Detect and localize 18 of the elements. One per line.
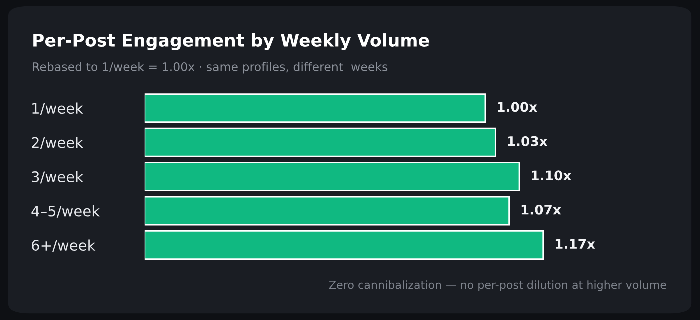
data-label: 1.00x [498,102,538,112]
data-label: 1.07x [522,204,562,215]
y-tick-label: 1/week [32,102,84,116]
y-tick-label: 4–5/week [32,206,100,218]
data-label: 1.03x [508,136,548,146]
chart-title: Per-Post Engagement by Weekly Volume [34,34,430,50]
data-label: 1.17x [556,239,596,249]
bar [144,230,544,260]
chart-subtitle: Rebased to 1/week = 1.00x · same profiles, different weeks [33,62,388,74]
bar [144,94,486,124]
bar [144,196,510,226]
data-label: 1.10x [532,170,572,181]
y-tick-label: 6+/week [32,240,96,252]
y-tick-label: 2/week [32,137,84,150]
text: Zero cannibalization — no per-post dilution at higher volume [329,280,666,292]
bar [144,128,496,158]
bar [144,162,520,192]
y-tick-label: 3/week [32,171,84,184]
